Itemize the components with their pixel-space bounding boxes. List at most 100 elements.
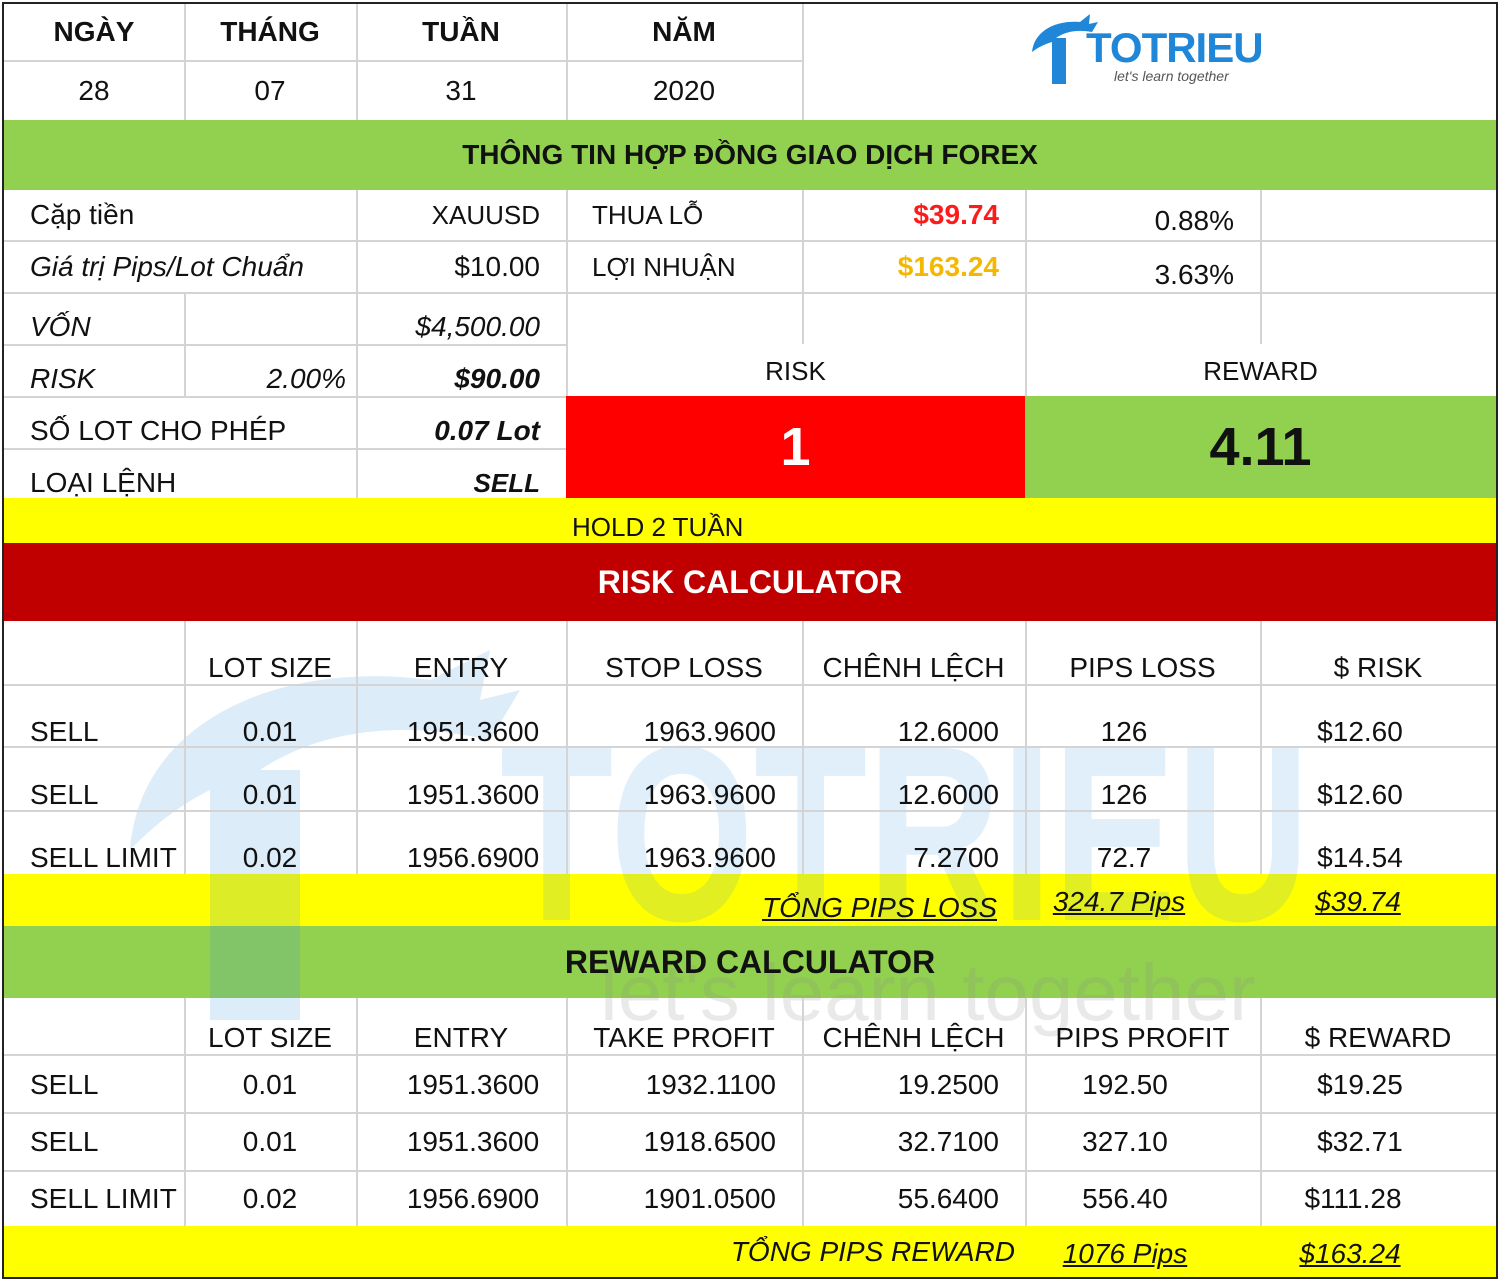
risk-percent: 2.00% [266,363,346,394]
ratio-reward-value: 4.11 [1209,417,1312,477]
ratio-risk-value: 1 [780,417,811,477]
reward-row-1-lot: 0.01 [242,1069,298,1100]
date-header-day: NGÀY [53,16,135,47]
risk-row-3-pips: 72.7 [1096,842,1152,873]
reward-col-entry: ENTRY [413,1022,509,1053]
reward-calculator-band [4,926,1496,998]
risk-row-1-pips: 126 [1100,716,1148,747]
order-type-value: SELL [473,467,540,498]
profit-value: $163.24 [897,251,999,282]
date-day-value: 28 [78,75,110,106]
ratio-risk-label: RISK [765,355,826,386]
risk-row-2-stop-loss: 1963.9600 [643,779,776,810]
hold-note: HOLD 2 TUẦN [572,511,744,542]
reward-row-3-take-profit: 1901.0500 [643,1183,776,1214]
pair-value: XAUUSD [431,199,540,230]
risk-row-1-difference: 12.6000 [897,716,999,747]
risk-row-2-lot: 0.01 [242,779,298,810]
date-header-year: NĂM [652,16,716,47]
risk-col-pips-loss: PIPS LOSS [1069,652,1216,683]
risk-col-money: $ RISK [1333,652,1423,683]
reward-row-2-entry: 1951.3600 [406,1126,540,1157]
risk-total-money: $39.74 [1315,886,1401,917]
risk-row-3-lot: 0.02 [242,842,298,873]
reward-row-2-take-profit: 1918.6500 [643,1126,776,1157]
risk-row-1-type: SELL [30,716,99,747]
contract-title: THÔNG TIN HỢP ĐỒNG GIAO DỊCH FOREX [462,139,1038,170]
reward-row-1-entry: 1951.3600 [406,1069,540,1100]
risk-total-band [4,874,1496,926]
risk-amount: $90.00 [454,363,540,394]
risk-col-difference: CHÊNH LỆCH [822,652,1005,683]
risk-col-entry: ENTRY [413,652,509,683]
date-year-value: 2020 [652,75,716,106]
profit-percent: 3.63% [1154,259,1234,290]
risk-ratio-box [566,396,1025,498]
date-week-value: 31 [445,75,477,106]
risk-row-1-money: $12.60 [1317,716,1403,747]
reward-row-3-lot: 0.02 [242,1183,298,1214]
capital-label: VỐN [30,311,91,342]
svg-text:TOTRIEU: TOTRIEU [500,694,1310,973]
reward-col-pips-profit: PIPS PROFIT [1055,1022,1230,1053]
loss-value: $39.74 [913,199,999,230]
allowed-lot-label: SỐ LOT CHO PHÉP [30,415,287,446]
reward-row-2-difference: 32.7100 [897,1126,999,1157]
reward-row-1-money: $19.25 [1317,1069,1403,1100]
reward-row-1-take-profit: 1932.1100 [645,1069,776,1100]
order-type-label: LOẠI LỆNH [30,467,177,498]
risk-total-label: TỔNG PIPS LOSS [762,892,997,923]
pair-label: Cặp tiền [30,199,135,230]
reward-col-take-profit: TAKE PROFIT [593,1022,775,1053]
risk-total-pips: 324.7 Pips [1052,886,1186,917]
reward-row-3-pips: 556.40 [1082,1183,1168,1214]
pip-value: $10.00 [454,251,540,282]
reward-row-1-pips: 192.50 [1082,1069,1168,1100]
risk-row-1-stop-loss: 1963.9600 [643,716,776,747]
loss-percent: 0.88% [1154,205,1234,236]
allowed-lot-value: 0.07 Lot [434,415,540,446]
reward-col-difference: CHÊNH LỆCH [822,1022,1005,1053]
profit-label: LỢI NHUẬN [592,251,736,282]
contract-title-band [4,120,1496,190]
risk-row-2-type: SELL [30,779,99,810]
reward-total-label: TỔNG PIPS REWARD [730,1236,1015,1267]
reward-row-3-money: $111.28 [1304,1183,1402,1214]
date-header-month: THÁNG [220,16,320,47]
risk-row-1-entry: 1951.3600 [406,716,540,747]
reward-total-money: $163.24 [1299,1238,1401,1269]
reward-row-3-type: SELL LIMIT [30,1183,177,1214]
reward-total-band [4,1226,1496,1278]
risk-calculator-title: RISK CALCULATOR [597,563,903,600]
totrieu-watermark-logo: TOTRIEU let's learn together [130,650,1310,1037]
risk-row-2-entry: 1951.3600 [406,779,540,810]
logo-mark-icon [1032,14,1098,84]
svg-text:let's learn together: let's learn together [600,948,1256,1037]
loss-label: THUA LỖ [592,199,704,230]
capital-value: $4,500.00 [415,311,540,342]
risk-row-3-difference: 7.2700 [913,842,999,873]
risk-row-3-money: $14.54 [1317,842,1403,873]
reward-row-2-type: SELL [30,1126,99,1157]
risk-row-3-stop-loss: 1963.9600 [643,842,776,873]
risk-calculator-band [4,543,1496,621]
risk-row-3-entry: 1956.6900 [406,842,540,873]
reward-row-1-type: SELL [30,1069,99,1100]
ratio-reward-label: REWARD [1203,355,1318,386]
reward-row-3-difference: 55.6400 [897,1183,999,1214]
hold-note-band [4,498,1496,543]
date-header-week: TUẦN [422,16,500,47]
risk-row-3-type: SELL LIMIT [30,842,177,873]
reward-calculator-title: REWARD CALCULATOR [564,943,936,980]
risk-col-lot-size: LOT SIZE [208,652,332,683]
logo-name: TOTRIEU [1086,24,1264,71]
reward-row-2-pips: 327.10 [1082,1126,1168,1157]
risk-row-2-pips: 126 [1100,779,1148,810]
reward-ratio-box [1025,396,1496,498]
risk-row-2-difference: 12.6000 [897,779,999,810]
reward-row-2-lot: 0.01 [242,1126,298,1157]
date-month-value: 07 [254,75,286,106]
risk-row-2-money: $12.60 [1317,779,1403,810]
risk-row-1-lot: 0.01 [242,716,298,747]
